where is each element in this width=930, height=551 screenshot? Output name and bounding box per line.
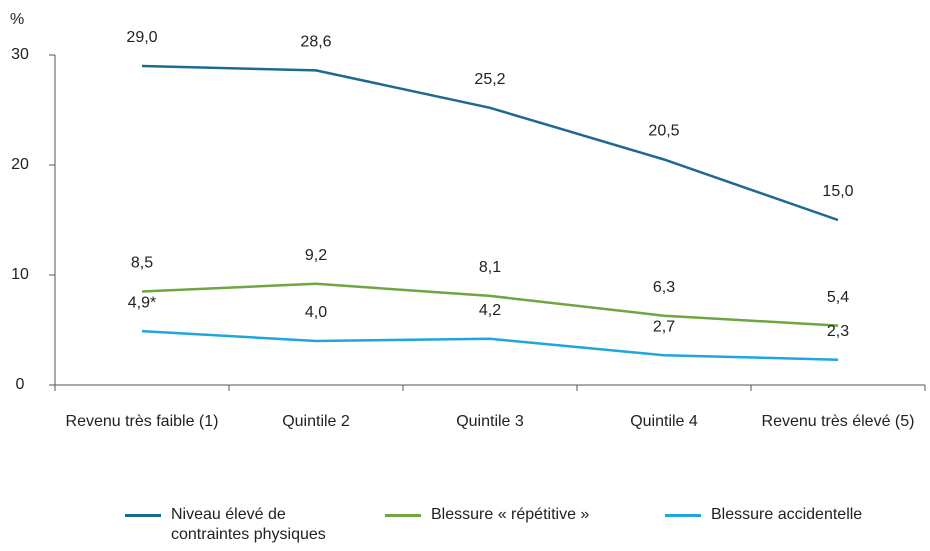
data-label: 4,2: [479, 302, 501, 319]
legend-label: Niveau élevé de contraintes physiques: [171, 506, 326, 543]
data-label: 6,3: [653, 279, 675, 296]
x-tick-label: Quintile 3: [456, 413, 524, 430]
data-label: 20,5: [648, 123, 679, 140]
data-label: 25,2: [474, 71, 505, 88]
x-tick-label: Quintile 2: [282, 413, 350, 430]
y-tick-label: 0: [16, 376, 25, 393]
data-label: 8,5: [131, 255, 153, 272]
data-label: 4,9*: [128, 294, 156, 311]
series-line: [141, 282, 839, 327]
data-label: 4,0: [305, 304, 327, 321]
chart: % 0 10 20 30 Revenu très faible (1) Quintile …: [10, 11, 926, 430]
data-label: 29,0: [126, 29, 157, 46]
legend-label: Blessure accidentelle: [711, 506, 863, 523]
x-tick-label: Revenu très faible (1): [66, 413, 219, 430]
data-label: 2,7: [653, 319, 675, 336]
data-label: 28,6: [300, 34, 331, 51]
series-line: [141, 64, 839, 222]
legend-swatch: [665, 514, 701, 517]
legend-item: Blessure accidentelle: [665, 505, 930, 525]
x-tick-label: Quintile 4: [630, 413, 698, 430]
legend-swatch: [125, 514, 161, 517]
legend-label: Blessure « répétitive »: [431, 506, 590, 523]
data-label: 5,4: [827, 289, 849, 306]
data-label: 15,0: [822, 183, 853, 200]
legend-swatch: [385, 514, 421, 517]
y-axis-label: %: [10, 11, 24, 28]
legend-item: Blessure « répétitive »: [385, 505, 671, 525]
y-tick-label: 10: [11, 266, 29, 283]
y-tick-label: 20: [11, 156, 29, 173]
data-label: 9,2: [305, 247, 327, 264]
data-label: 2,3: [827, 323, 849, 340]
legend-item: Niveau élevé de contraintes physiques: [125, 505, 351, 545]
data-label: 8,1: [479, 259, 501, 276]
x-tick-label: Revenu très élevé (5): [762, 413, 915, 430]
y-tick-label: 30: [11, 46, 29, 63]
series-line: [141, 329, 839, 361]
